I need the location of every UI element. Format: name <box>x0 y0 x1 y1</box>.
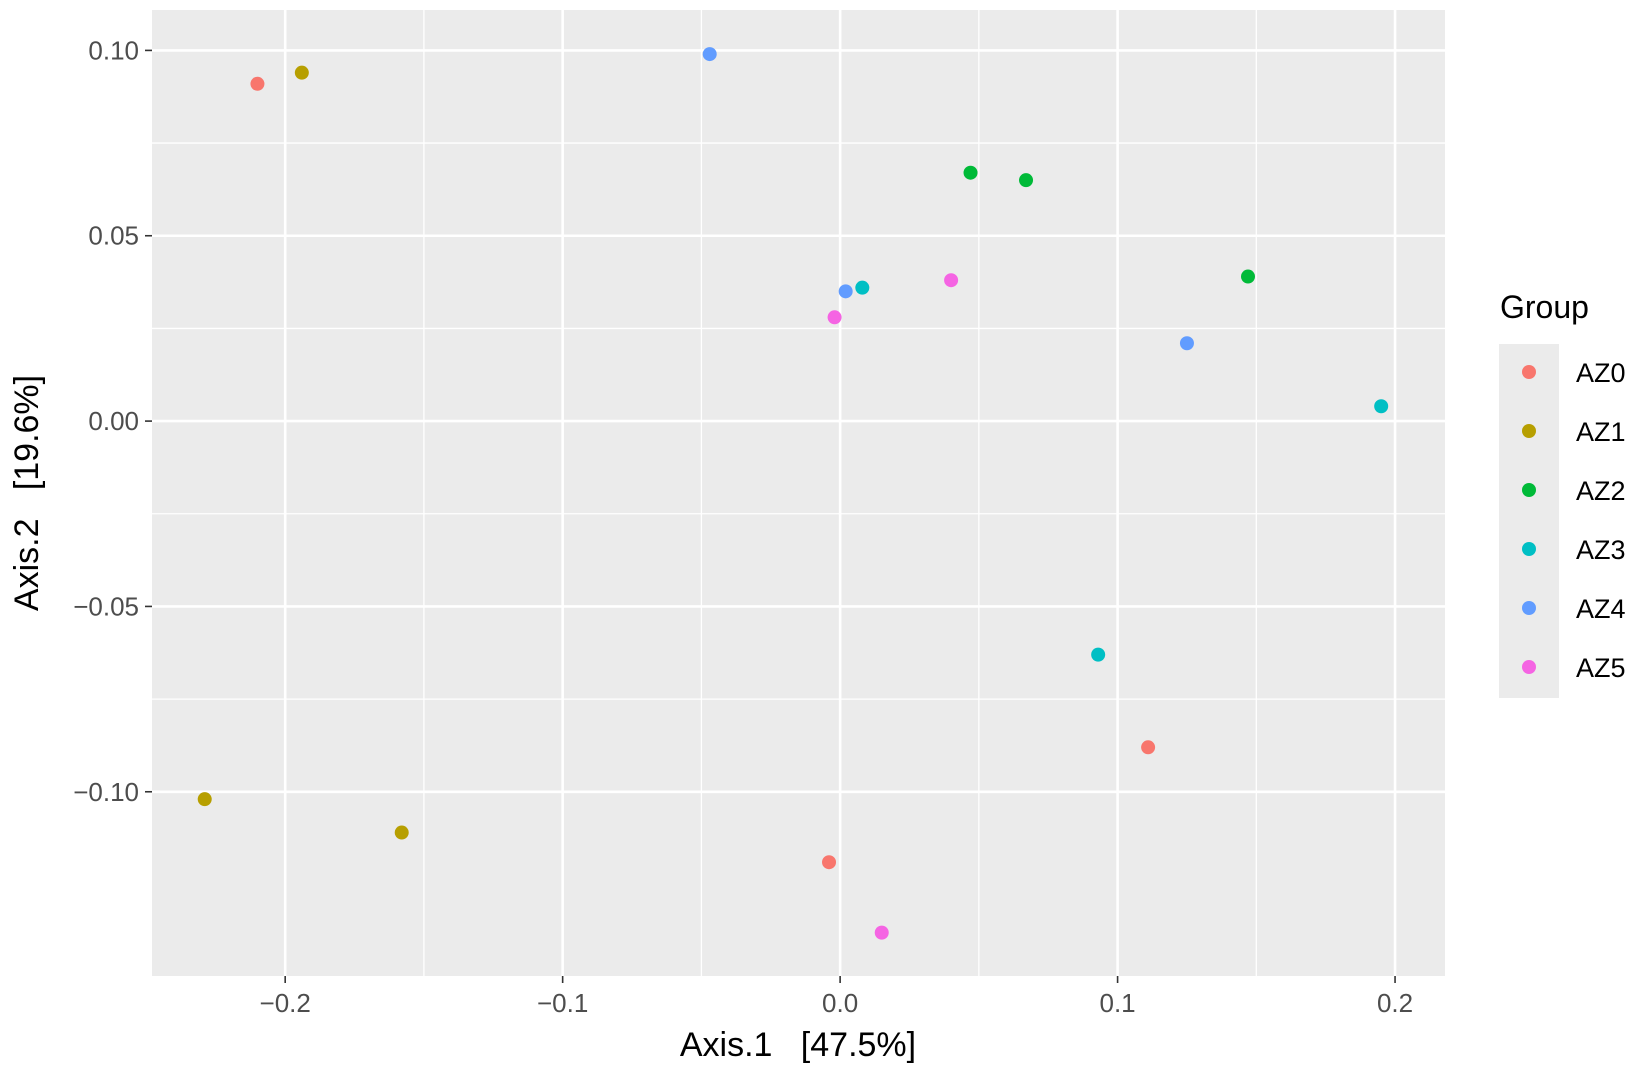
legend-key-az5 <box>1522 660 1536 674</box>
legend-key-az2 <box>1522 483 1536 497</box>
data-point-az3 <box>1374 399 1389 414</box>
legend-key-az3 <box>1522 542 1536 556</box>
legend-title: Group <box>1500 289 1589 325</box>
legend-key-background <box>1499 344 1559 698</box>
y-tick-label: −0.05 <box>73 591 139 621</box>
data-point-az2 <box>963 165 978 180</box>
data-points <box>197 47 1389 940</box>
x-axis-ticks: −0.2 −0.1 0.0 0.1 0.2 <box>260 976 1413 1018</box>
data-point-az0 <box>250 76 265 91</box>
major-grid <box>152 10 1445 976</box>
data-point-az4 <box>838 284 853 299</box>
data-point-az1 <box>197 792 212 807</box>
data-point-az5 <box>827 310 842 325</box>
y-axis-title: Axis.2 [19.6%] <box>8 375 46 611</box>
data-point-az1 <box>394 825 409 840</box>
data-point-az4 <box>1179 336 1194 351</box>
data-point-az2 <box>1019 173 1034 188</box>
data-point-az2 <box>1240 269 1255 284</box>
x-axis-title: Axis.1 [47.5%] <box>680 1026 916 1064</box>
minor-grid <box>152 10 1445 976</box>
data-point-az4 <box>702 47 717 62</box>
data-point-az3 <box>855 280 870 295</box>
legend-label-az4: AZ4 <box>1576 594 1626 624</box>
x-tick-label: 0.2 <box>1377 988 1413 1018</box>
data-point-az5 <box>944 273 959 288</box>
y-tick-label: 0.05 <box>88 221 139 251</box>
data-point-az1 <box>294 65 309 80</box>
x-tick-label: 0.1 <box>1100 988 1136 1018</box>
legend-key-az0 <box>1522 365 1536 379</box>
legend-key-az1 <box>1522 424 1536 438</box>
data-point-az0 <box>1141 740 1156 755</box>
legend-label-az1: AZ1 <box>1576 417 1626 447</box>
y-axis-ticks: 0.10 0.05 0.00 −0.05 −0.10 <box>73 35 152 807</box>
data-point-az5 <box>874 925 889 940</box>
y-tick-label: −0.10 <box>73 777 139 807</box>
data-point-az3 <box>1091 647 1106 662</box>
legend-label-az3: AZ3 <box>1576 535 1626 565</box>
x-tick-label: 0.0 <box>822 988 858 1018</box>
data-point-az0 <box>822 855 837 870</box>
legend-label-az5: AZ5 <box>1576 653 1626 683</box>
legend-items: AZ0 AZ1 AZ2 AZ3 AZ4 AZ5 <box>1522 358 1626 683</box>
y-tick-label: 0.00 <box>88 406 139 436</box>
x-tick-label: −0.1 <box>537 988 588 1018</box>
x-tick-label: −0.2 <box>260 988 311 1018</box>
legend: Group AZ0 AZ1 AZ2 AZ3 AZ4 AZ5 <box>1499 289 1626 698</box>
legend-key-az4 <box>1522 601 1536 615</box>
legend-label-az2: AZ2 <box>1576 476 1626 506</box>
y-tick-label: 0.10 <box>88 35 139 65</box>
legend-label-az0: AZ0 <box>1576 358 1626 388</box>
plot-panel <box>152 10 1445 976</box>
